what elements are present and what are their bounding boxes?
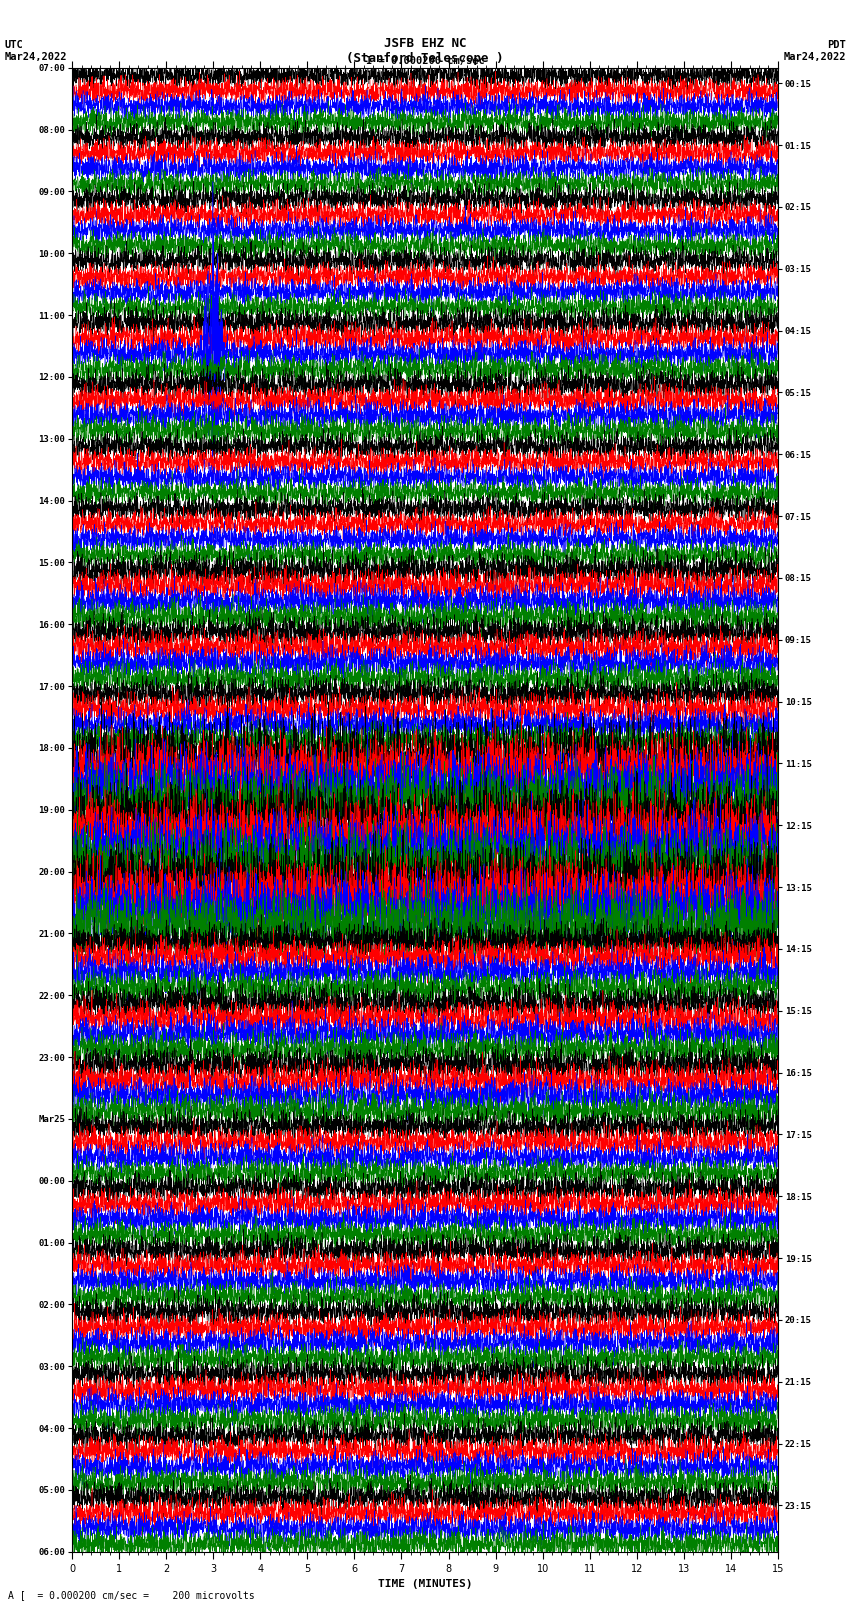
X-axis label: TIME (MINUTES): TIME (MINUTES) <box>377 1579 473 1589</box>
Title: JSFB EHZ NC
(Stanford Telescope ): JSFB EHZ NC (Stanford Telescope ) <box>346 37 504 65</box>
Text: A [  = 0.000200 cm/sec =    200 microvolts: A [ = 0.000200 cm/sec = 200 microvolts <box>8 1590 255 1600</box>
Text: UTC
Mar24,2022: UTC Mar24,2022 <box>4 40 67 61</box>
Text: I = 0.000200 cm/sec: I = 0.000200 cm/sec <box>366 56 484 66</box>
Text: PDT
Mar24,2022: PDT Mar24,2022 <box>783 40 846 61</box>
